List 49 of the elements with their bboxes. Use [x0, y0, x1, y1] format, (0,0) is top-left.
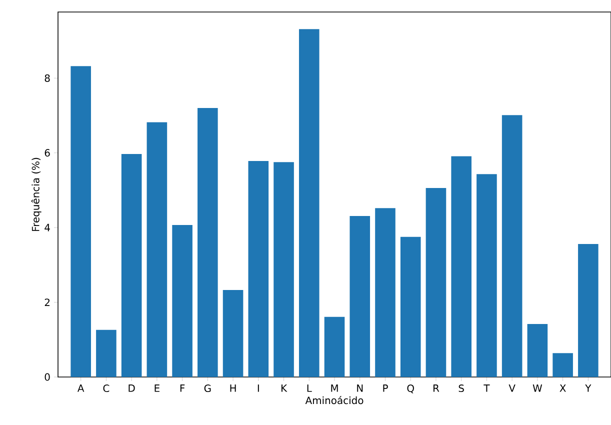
bar: [350, 216, 370, 377]
bar: [400, 236, 421, 377]
x-tick-label: A: [78, 384, 84, 392]
x-tick-label: K: [281, 384, 288, 392]
x-tick-label: P: [383, 384, 388, 392]
x-tick-label: M: [331, 384, 338, 392]
x-tick-label: L: [307, 384, 312, 392]
x-axis-title: Aminoácido: [305, 396, 364, 404]
bar: [121, 154, 142, 377]
x-tick-label: Q: [407, 384, 414, 394]
bar: [578, 244, 598, 377]
bar: [274, 162, 294, 377]
x-tick-label: X: [560, 384, 566, 392]
x-tick-label: C: [103, 384, 110, 392]
bar: [527, 324, 548, 377]
x-tick-label: I: [258, 384, 259, 392]
bar: [552, 353, 573, 377]
bar: [96, 330, 116, 377]
bar: [476, 174, 497, 377]
y-tick-label: 2: [44, 298, 50, 306]
bar: [298, 29, 320, 377]
x-tick-label: G: [204, 384, 211, 392]
x-tick-label: S: [458, 384, 464, 392]
y-tick-label: 0: [44, 373, 50, 381]
x-tick-label: E: [154, 384, 160, 392]
x-tick-label: Y: [585, 384, 592, 392]
x-tick-label: F: [180, 384, 185, 392]
y-tick-label: 8: [44, 74, 50, 82]
bar: [324, 316, 345, 377]
bar: [426, 188, 446, 377]
bar: [70, 66, 91, 377]
bar: [146, 122, 168, 377]
bar: [375, 208, 396, 377]
bar: [198, 108, 218, 377]
x-tick-label: W: [532, 384, 542, 392]
x-tick-label: V: [508, 384, 516, 392]
bar: [451, 156, 472, 377]
y-tick-label: 6: [44, 149, 50, 157]
bar: [248, 161, 269, 377]
bar: [172, 224, 192, 377]
y-axis-title: Frequência (%): [31, 158, 42, 231]
x-tick-label: R: [434, 384, 440, 392]
bar: [222, 290, 244, 377]
bar: [502, 115, 522, 377]
x-tick-label: T: [484, 384, 490, 392]
x-tick-label: N: [357, 384, 363, 392]
y-tick-label: 4: [44, 224, 50, 232]
x-tick-label: H: [230, 384, 236, 392]
x-tick-label: D: [128, 384, 135, 392]
